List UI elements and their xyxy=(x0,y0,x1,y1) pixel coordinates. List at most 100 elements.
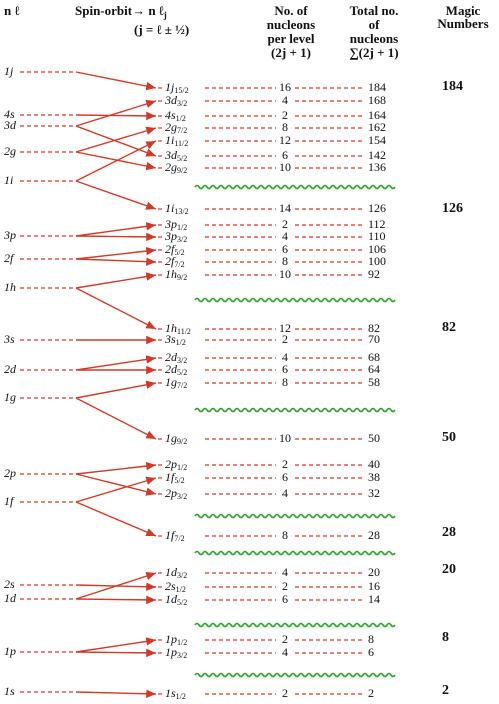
total: 164 xyxy=(368,108,386,122)
count: 12 xyxy=(279,133,291,147)
left-level: 1s xyxy=(4,684,15,698)
orbital: 2f xyxy=(165,242,176,256)
count: 8 xyxy=(282,528,288,542)
count: 10 xyxy=(279,267,291,281)
j-sub: 13/2 xyxy=(174,207,188,216)
spin-orbit: Spin-orbit→ xyxy=(75,3,145,18)
j-sub: 3/2 xyxy=(177,356,187,365)
arrow xyxy=(75,595,157,605)
left-level: 1g xyxy=(4,390,16,404)
shell-gap xyxy=(194,407,396,413)
total: 68 xyxy=(368,350,380,364)
right-level: 1j15/2 xyxy=(165,80,189,95)
total: 38 xyxy=(368,470,380,484)
count: 6 xyxy=(282,362,288,376)
j-sub: 1/2 xyxy=(176,692,186,701)
orbital: 2f xyxy=(165,254,176,268)
arrow xyxy=(75,637,157,653)
count: 8 xyxy=(282,120,288,134)
total: 112 xyxy=(368,217,386,231)
right-level: 1h9/2 xyxy=(165,267,187,282)
right-level: 2p3/2 xyxy=(165,486,187,501)
magic-number: 2 xyxy=(442,683,449,698)
total: 40 xyxy=(368,457,380,471)
magic-number: 20 xyxy=(442,562,456,577)
orbital: 2p xyxy=(165,486,177,500)
right-level: 3s1/2 xyxy=(164,332,186,347)
orbital: 1h xyxy=(165,321,177,335)
magic-number: 8 xyxy=(442,630,449,645)
nlj-sub: j xyxy=(163,10,167,20)
arrow xyxy=(75,473,157,496)
nlj: n ℓ xyxy=(148,3,163,18)
left-level: 2g xyxy=(4,144,16,158)
header-total: ∑(2j + 1) xyxy=(349,45,398,60)
j-sub: 3/2 xyxy=(177,99,187,108)
right-level: 3d5/2 xyxy=(164,148,187,163)
count: 2 xyxy=(282,579,288,593)
arrow xyxy=(75,501,157,537)
orbital: 1d xyxy=(165,565,178,579)
shell-gap xyxy=(194,184,396,190)
j-sub: 7/2 xyxy=(174,260,184,269)
right-level: 1p3/2 xyxy=(165,645,187,660)
total: 126 xyxy=(368,201,386,215)
left-level: 2d xyxy=(4,362,17,376)
j-sub: 5/2 xyxy=(177,154,187,163)
total: 2 xyxy=(368,686,374,700)
total: 168 xyxy=(368,93,386,107)
j-sub: 1/2 xyxy=(176,338,186,347)
j-sub: 3/2 xyxy=(177,235,187,244)
count: 6 xyxy=(282,592,288,606)
count: 4 xyxy=(282,229,288,243)
j-sub: 9/2 xyxy=(177,273,187,282)
count: 8 xyxy=(282,375,288,389)
j-sub: 1/2 xyxy=(177,223,187,232)
total: 64 xyxy=(368,362,380,376)
j-sub: 11/2 xyxy=(177,327,191,336)
right-level: 2d3/2 xyxy=(165,350,187,365)
right-level: 1f7/2 xyxy=(165,528,185,543)
total: 16 xyxy=(368,579,380,593)
j-sub: 11/2 xyxy=(174,139,188,148)
count: 2 xyxy=(282,632,288,646)
j-sub: 3/2 xyxy=(177,492,187,501)
arrow xyxy=(75,380,157,399)
right-level: 2d5/2 xyxy=(165,362,187,377)
count: 6 xyxy=(282,242,288,256)
j-sub: 1/2 xyxy=(177,463,187,472)
arrow xyxy=(75,689,157,698)
right-level: 1f5/2 xyxy=(165,470,185,485)
j-sub: 3/2 xyxy=(177,571,187,580)
count: 2 xyxy=(282,457,288,471)
count: 2 xyxy=(282,332,288,346)
arrow xyxy=(75,71,157,91)
left-level: 1p xyxy=(4,644,16,658)
arrow xyxy=(75,125,157,157)
header-magic: Magic xyxy=(446,3,481,18)
shell-gap xyxy=(194,513,396,519)
left-level: 3s xyxy=(3,332,15,346)
orbital: 1h xyxy=(165,267,177,281)
arrow xyxy=(75,355,157,371)
left-level: 2p xyxy=(4,466,16,480)
total: 154 xyxy=(368,133,386,147)
arrow xyxy=(75,397,157,440)
j-sub: 1/2 xyxy=(176,585,186,594)
arrow xyxy=(75,126,157,153)
right-level: 1g7/2 xyxy=(165,375,187,390)
right-level: 2s1/2 xyxy=(165,579,186,594)
orbital: 1i xyxy=(165,201,174,215)
arrow xyxy=(75,111,157,121)
orbital: 1j xyxy=(165,80,175,94)
header-jrule: (j = ℓ ± ½) xyxy=(134,22,189,37)
orbital: 1d xyxy=(165,592,178,606)
total: 184 xyxy=(368,80,386,94)
j-sub: 9/2 xyxy=(177,437,187,446)
right-level: 1g9/2 xyxy=(165,431,187,446)
count: 8 xyxy=(282,254,288,268)
count: 2 xyxy=(282,108,288,122)
count: 2 xyxy=(282,686,288,700)
count: 4 xyxy=(282,350,288,364)
shell-gap xyxy=(194,297,396,303)
